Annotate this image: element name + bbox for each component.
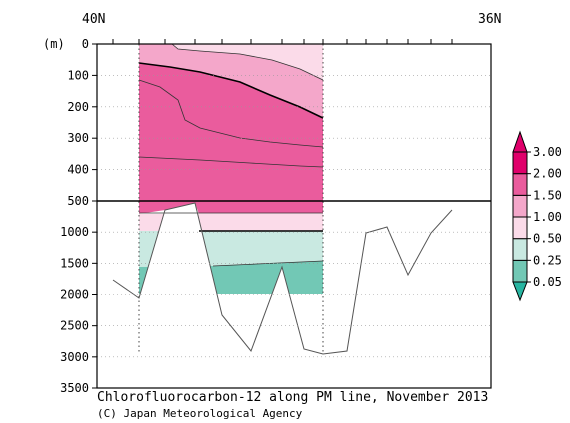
legend-label: 0.25 bbox=[533, 253, 562, 267]
contour-2p3 bbox=[138, 156, 324, 168]
y-tick-label: 2000 bbox=[60, 288, 89, 302]
x-axis-left-label: 40N bbox=[82, 12, 106, 27]
seafloor-mask bbox=[139, 203, 323, 388]
contour-0p5 bbox=[212, 260, 324, 267]
y-tick-label: 1500 bbox=[60, 256, 89, 270]
y-tick-label: 0 bbox=[82, 37, 89, 51]
legend-swatch bbox=[512, 216, 528, 240]
y-tick-label: 400 bbox=[67, 163, 89, 177]
y-axis-unit-label: (m) bbox=[43, 37, 65, 51]
contour-1p5 bbox=[171, 43, 324, 81]
plot-frame: 0 100 200 300 400 500 1000 1500 2000 2500 3000 3500 bbox=[60, 37, 492, 395]
legend-label: 2.00 bbox=[533, 167, 562, 181]
y-tick-label: 100 bbox=[67, 68, 89, 82]
y-tick-label: 300 bbox=[67, 131, 89, 145]
legend-min-arrow bbox=[512, 281, 528, 302]
band-1-1p5 bbox=[172, 44, 323, 80]
concentration-shading bbox=[139, 44, 323, 388]
y-tick-label: 1000 bbox=[60, 225, 89, 239]
legend-label: 0.50 bbox=[533, 232, 562, 246]
legend-swatch bbox=[512, 194, 528, 218]
legend-swatch bbox=[512, 259, 528, 283]
legend-max-arrow bbox=[512, 130, 528, 153]
y-tick-label: 200 bbox=[67, 100, 89, 114]
plot-border bbox=[96, 43, 492, 389]
y-tick-label: 3000 bbox=[60, 350, 89, 364]
contour-2 bbox=[138, 62, 324, 119]
band-1p5-2 bbox=[139, 44, 323, 118]
legend-swatch bbox=[512, 173, 528, 196]
y-tick-label: 3500 bbox=[60, 381, 89, 395]
credit-text: (C) Japan Meteorological Agency bbox=[97, 407, 303, 420]
y-tick-label: 2500 bbox=[60, 319, 89, 333]
legend-label: 1.50 bbox=[533, 188, 562, 202]
y-tick-label: 500 bbox=[67, 194, 89, 208]
contour-lines bbox=[138, 43, 324, 354]
seafloor-line bbox=[112, 202, 453, 355]
legend-swatch bbox=[512, 238, 528, 261]
seafloor-topography bbox=[112, 202, 453, 355]
x-axis-right-label: 36N bbox=[478, 12, 502, 27]
legend-label: 0.05 bbox=[533, 275, 562, 289]
legend-label: 3.00 bbox=[533, 145, 562, 159]
chart-title: Chlorofluorocarbon-12 along PM line, Nov… bbox=[97, 390, 489, 405]
legend-swatch bbox=[512, 151, 528, 175]
color-legend: 0.05 0.25 0.50 1.00 1.50 2.00 3.00 bbox=[512, 130, 562, 302]
legend-label: 1.00 bbox=[533, 210, 562, 224]
contour-2p5 bbox=[138, 79, 324, 148]
